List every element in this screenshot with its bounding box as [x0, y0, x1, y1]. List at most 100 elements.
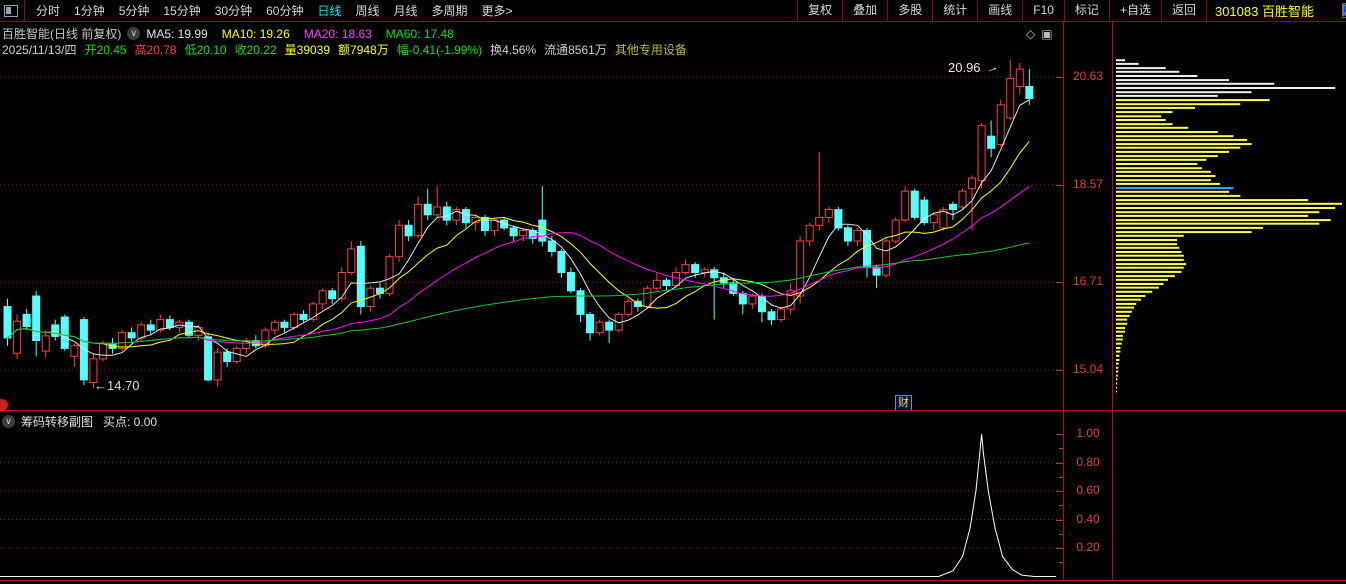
main-candlestick-chart[interactable]: [0, 22, 1063, 410]
action-button[interactable]: F10: [1022, 0, 1064, 22]
subchart-chevron-down-icon[interactable]: ∨: [2, 415, 15, 428]
candle-body: [824, 209, 833, 219]
candle-body: [99, 342, 107, 360]
candle-body: [309, 303, 318, 321]
chip-bar: [1116, 126, 1189, 129]
candle-body: [757, 295, 766, 313]
chip-bar: [1116, 231, 1252, 234]
period-item[interactable]: 月线: [393, 4, 418, 18]
chip-bar: [1116, 302, 1137, 305]
candle-body: [60, 316, 69, 349]
action-button[interactable]: 叠加: [842, 0, 887, 22]
candle-body: [805, 224, 814, 242]
action-button[interactable]: 复权: [797, 0, 842, 22]
chip-bar: [1116, 382, 1118, 385]
action-button[interactable]: 统计: [932, 0, 977, 22]
period-item[interactable]: 周线: [355, 4, 380, 18]
period-item[interactable]: 多周期: [431, 4, 468, 18]
chip-bar: [1116, 334, 1123, 337]
chip-bar: [1116, 135, 1234, 138]
panel-tool-icon[interactable]: ▣: [1041, 27, 1059, 41]
chip-bar: [1116, 211, 1320, 214]
candle-body: [22, 313, 31, 327]
candle-body: [1025, 85, 1034, 100]
candle-body: [929, 214, 938, 224]
chip-bar: [1116, 234, 1184, 237]
chip-bar: [1116, 146, 1241, 149]
period-item[interactable]: 分时: [36, 4, 61, 18]
arrow-left-icon: ←: [94, 378, 107, 393]
action-button[interactable]: 多股: [887, 0, 932, 22]
candle-body: [958, 190, 967, 208]
axis-label: 0.40: [1076, 511, 1100, 526]
chip-bar: [1116, 67, 1166, 70]
action-button[interactable]: 标记: [1063, 0, 1109, 22]
chart-title: 百胜智能(日线 前复权): [2, 27, 122, 41]
candle-body: [213, 351, 222, 381]
chip-bar: [1116, 207, 1336, 209]
buy-point-value: 买点: 0.00: [103, 415, 158, 429]
financial-report-badge[interactable]: 财: [895, 395, 912, 411]
quote-info-item: 量39039: [284, 43, 331, 57]
axis-label: 0.80: [1076, 454, 1100, 469]
candle-body: [643, 287, 652, 308]
chevron-down-icon[interactable]: ∨: [127, 27, 141, 40]
chip-bar: [1116, 338, 1123, 341]
chip-bar: [1116, 374, 1118, 377]
period-item[interactable]: 更多>: [481, 4, 513, 18]
candle-body: [767, 311, 776, 321]
candle-body: [13, 320, 22, 354]
candle-body: [576, 290, 585, 315]
candle-body: [442, 206, 451, 221]
buy-signal-subchart[interactable]: [0, 411, 1063, 581]
candle-body: [118, 332, 127, 349]
chip-bar: [1116, 99, 1270, 102]
stock-name: 百胜智能: [1261, 4, 1314, 19]
axis-label: 20.63: [1072, 69, 1104, 83]
candle-body: [404, 224, 413, 237]
chip-bar: [1116, 314, 1130, 317]
candle-body: [356, 245, 365, 308]
indicator-group-icon[interactable]: [0, 399, 8, 411]
chip-bar: [1116, 270, 1182, 273]
high-annotation-value: 20.96: [948, 60, 981, 75]
chip-bar: [1116, 306, 1135, 309]
chip-bar: [1116, 350, 1121, 353]
chip-bar: [1116, 70, 1180, 73]
quote-info-item: 换4.56%: [490, 43, 537, 57]
window-icon[interactable]: [4, 4, 18, 17]
monitor-icon[interactable]: [1342, 3, 1346, 18]
candle-body: [347, 248, 356, 273]
quote-info-item: 收20.22: [234, 43, 277, 57]
period-menu: 分时 1分钟 5分钟 15分钟 30分钟 60分钟 日线 周线 月线 多周期 更多>: [29, 2, 520, 19]
chip-bar: [1116, 295, 1146, 297]
period-item[interactable]: 60分钟: [266, 4, 304, 18]
top-toolbar: 分时 1分钟 5分钟 15分钟 30分钟 60分钟 日线 周线 月线 多周期 更多> 复权 叠加 多股统…: [0, 0, 1346, 22]
period-item[interactable]: 15分钟: [163, 4, 201, 18]
chip-bar: [1116, 75, 1198, 77]
axis-tick: [1056, 519, 1063, 521]
chip-bar: [1116, 327, 1125, 329]
chip-bar: [1116, 94, 1218, 97]
stock-code: 301083: [1214, 4, 1259, 19]
period-item[interactable]: 30分钟: [214, 4, 253, 18]
chip-bar: [1116, 342, 1122, 345]
chip-bar: [1116, 318, 1128, 321]
chip-bar: [1116, 378, 1118, 381]
action-button[interactable]: +自选: [1108, 0, 1161, 22]
candle-body: [566, 272, 575, 292]
action-button[interactable]: 返回: [1160, 0, 1207, 22]
chip-bar: [1116, 62, 1139, 65]
candle-body: [452, 209, 461, 221]
action-button[interactable]: 画线: [977, 0, 1022, 22]
chip-bar: [1116, 362, 1119, 365]
chip-bar: [1116, 290, 1153, 293]
chart-header: 百胜智能(日线 前复权) ∨ MA5: 19.99 MA10: 19.26 MA20…: [2, 25, 468, 42]
period-item[interactable]: 5分钟: [118, 4, 150, 18]
candle-body: [1015, 68, 1024, 87]
candle-body: [681, 264, 690, 274]
candle-body: [605, 321, 614, 331]
period-item[interactable]: 1分钟: [74, 4, 105, 18]
period-item[interactable]: 日线: [317, 4, 342, 18]
diamond-tool-icon[interactable]: ◇: [1026, 27, 1042, 41]
